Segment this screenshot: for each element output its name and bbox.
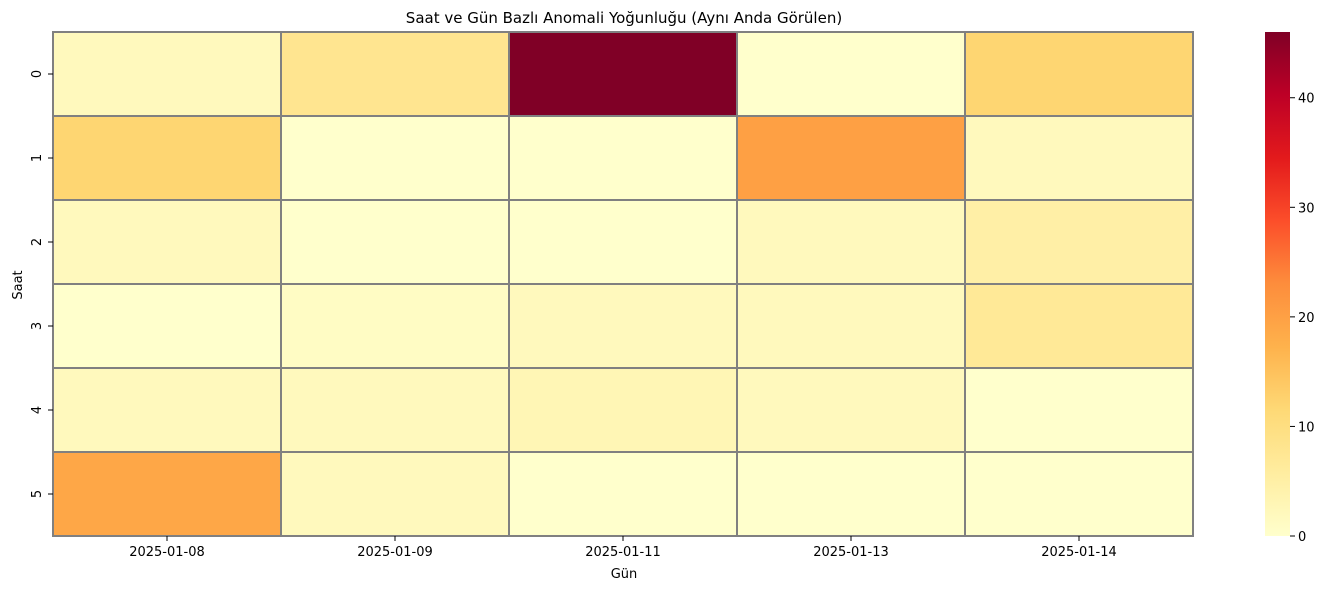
y-tick-label: 5	[30, 490, 45, 498]
heatmap-cell	[964, 451, 1194, 537]
x-tick-label: 2025-01-13	[813, 545, 889, 560]
colorbar-tick-label: 20	[1298, 311, 1315, 326]
heatmap-cell	[508, 199, 738, 285]
heatmap-cell	[508, 115, 738, 201]
heatmap-cell	[964, 115, 1194, 201]
heatmap-cell	[52, 367, 282, 453]
colorbar-tick-label: 30	[1298, 201, 1315, 216]
heatmap-cell	[280, 367, 510, 453]
colorbar: 0 10 20 30 40	[1265, 32, 1315, 545]
colorbar-tick-label: 0	[1298, 530, 1306, 545]
y-tick-label: 4	[30, 406, 45, 414]
heatmap-cell	[964, 31, 1194, 117]
heatmap-cell	[508, 283, 738, 369]
heatmap-cell	[508, 451, 738, 537]
heatmap-cell	[736, 199, 966, 285]
y-tick-label: 3	[30, 322, 45, 330]
heatmap-cell	[508, 31, 738, 117]
heatmap-cell	[736, 367, 966, 453]
heatmap-cell	[736, 31, 966, 117]
heatmap-cell	[280, 199, 510, 285]
x-tick-label: 2025-01-14	[1041, 545, 1117, 560]
heatmap-cell	[736, 283, 966, 369]
x-tick-label: 2025-01-08	[129, 545, 205, 560]
y-tick-label: 1	[30, 154, 45, 162]
heatmap-cell	[280, 451, 510, 537]
colorbar-tick-label: 10	[1298, 420, 1315, 435]
y-tick-label: 0	[30, 70, 45, 78]
chart-title: Saat ve Gün Bazlı Anomali Yoğunluğu (Ayn…	[406, 9, 842, 27]
heatmap-cell	[52, 283, 282, 369]
heatmap-cell	[508, 367, 738, 453]
heatmap-cell	[736, 451, 966, 537]
heatmap-cell	[964, 283, 1194, 369]
colorbar-gradient	[1265, 32, 1290, 536]
heatmap-cell	[280, 283, 510, 369]
heatmap-cell	[964, 199, 1194, 285]
heatmap-cell	[736, 115, 966, 201]
heatmap-cell	[52, 115, 282, 201]
heatmap-cells	[52, 31, 1194, 537]
y-tick-label: 2	[30, 238, 45, 246]
heatmap-cell	[52, 199, 282, 285]
heatmap-cell	[280, 31, 510, 117]
colorbar-tick-label: 40	[1298, 92, 1315, 107]
x-tick-label: 2025-01-11	[585, 545, 661, 560]
heatmap-cell	[52, 31, 282, 117]
x-axis: 2025-01-08 2025-01-09 2025-01-11 2025-01-13…	[129, 536, 1117, 560]
heatmap-cell	[52, 451, 282, 537]
x-tick-label: 2025-01-09	[357, 545, 433, 560]
heatmap-cell	[280, 115, 510, 201]
heatmap-cell	[964, 367, 1194, 453]
y-axis: 0 1 2 3 4 5	[30, 70, 53, 498]
y-axis-label: Saat	[11, 270, 26, 299]
x-axis-label: Gün	[611, 567, 638, 582]
